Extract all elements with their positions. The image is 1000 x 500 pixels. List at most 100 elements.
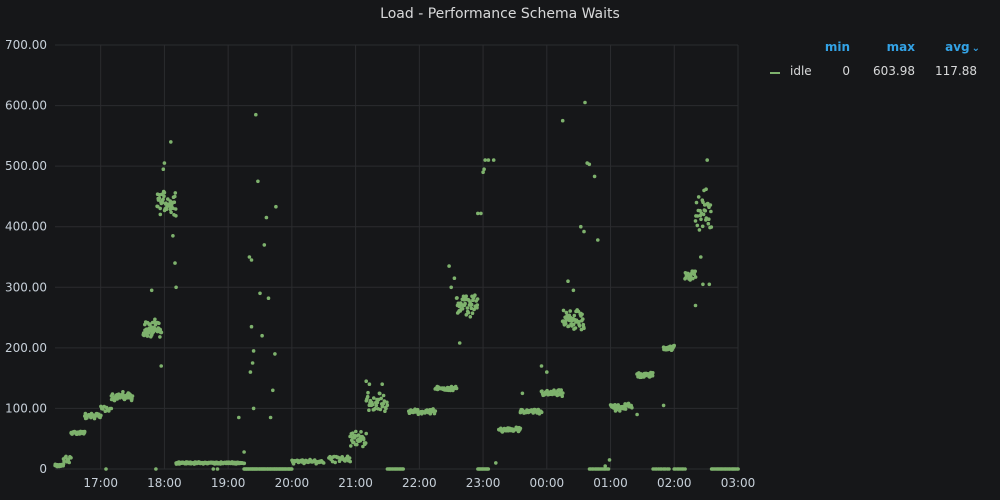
data-point: [635, 412, 639, 417]
x-tick-label: 21:00: [338, 476, 373, 490]
data-point: [250, 361, 255, 365]
data-point: [707, 217, 711, 221]
data-point: [367, 408, 371, 413]
x-tick-label: 19:00: [211, 476, 246, 490]
data-point: [431, 407, 435, 411]
data-point: [531, 411, 535, 415]
data-point: [606, 467, 611, 471]
data-point: [693, 275, 698, 279]
data-point: [479, 211, 483, 216]
legend-item-idle[interactable]: idle 0 603.98 117.88: [760, 60, 990, 86]
data-point: [695, 223, 700, 228]
data-point: [539, 364, 544, 368]
data-point: [582, 326, 586, 331]
data-point: [355, 442, 359, 447]
legend-header-max[interactable]: max: [886, 40, 915, 54]
data-point: [573, 326, 578, 330]
data-point: [251, 406, 256, 411]
data-point: [247, 255, 252, 259]
x-tick-label: 00:00: [530, 476, 565, 490]
data-point: [348, 459, 353, 464]
data-point: [571, 288, 576, 293]
data-point: [237, 415, 241, 420]
data-point: [69, 456, 73, 460]
data-point: [350, 431, 355, 436]
data-point: [491, 158, 496, 162]
data-point: [475, 305, 479, 310]
data-point: [693, 219, 698, 223]
data-point: [708, 203, 713, 207]
legend-value-min: 0: [842, 64, 850, 78]
data-point: [577, 324, 582, 328]
data-point: [373, 406, 377, 411]
data-point: [475, 303, 480, 307]
data-point: [366, 390, 370, 395]
data-point: [158, 212, 163, 217]
y-tick-label: 100.00: [5, 401, 47, 415]
data-point: [169, 210, 173, 215]
data-point: [579, 224, 583, 229]
data-point: [701, 282, 705, 287]
data-point: [561, 391, 565, 395]
data-point: [571, 322, 576, 327]
data-point: [697, 228, 702, 232]
data-point: [455, 296, 459, 300]
data-point: [64, 454, 68, 459]
data-point: [160, 200, 165, 205]
data-point: [153, 317, 157, 322]
grid-lines: [55, 44, 739, 470]
data-point: [592, 174, 597, 179]
data-point: [449, 285, 454, 290]
y-tick-label: 600.00: [5, 99, 47, 113]
y-tick-label: 400.00: [5, 220, 47, 234]
data-point: [707, 282, 712, 287]
data-point: [161, 197, 165, 202]
data-point: [349, 444, 353, 448]
data-point: [172, 200, 177, 204]
data-point: [704, 187, 708, 191]
data-point: [333, 460, 338, 465]
data-point: [582, 229, 586, 234]
legend-swatch: [770, 72, 780, 74]
data-point: [581, 317, 585, 321]
x-tick-label: 01:00: [593, 476, 628, 490]
data-point: [273, 352, 277, 356]
data-point: [171, 234, 175, 238]
data-point: [566, 279, 570, 284]
data-point: [242, 450, 246, 454]
data-point: [166, 197, 170, 201]
data-point: [142, 333, 146, 338]
data-point: [452, 276, 457, 281]
data-point: [572, 313, 577, 318]
data-point: [384, 406, 388, 411]
data-point: [465, 306, 470, 310]
data-point: [157, 321, 161, 326]
data-point: [130, 394, 135, 398]
data-point: [215, 467, 220, 471]
data-point: [560, 118, 565, 123]
y-tick-label: 200.00: [5, 341, 47, 355]
legend-series-name[interactable]: idle: [790, 64, 812, 78]
data-point: [364, 431, 369, 436]
data-point: [61, 462, 66, 466]
data-point: [82, 429, 87, 434]
data-point: [361, 437, 366, 442]
data-point: [520, 391, 525, 396]
data-point: [486, 158, 491, 162]
data-point: [169, 140, 173, 144]
data-point: [104, 467, 108, 471]
data-point: [162, 190, 167, 195]
data-point: [385, 403, 390, 408]
data-point: [560, 394, 564, 399]
data-point: [274, 204, 278, 209]
data-point: [587, 162, 592, 167]
data-point: [563, 321, 568, 326]
data-point: [260, 333, 264, 338]
x-tick-label: 18:00: [147, 476, 182, 490]
panel-title[interactable]: Load - Performance Schema Waits: [380, 6, 620, 22]
x-tick-label: 02:00: [657, 476, 692, 490]
legend-header-min[interactable]: min: [824, 40, 850, 54]
data-point: [149, 288, 154, 293]
legend-header-avg[interactable]: avg ⌄: [930, 40, 980, 54]
data-point: [248, 370, 253, 374]
